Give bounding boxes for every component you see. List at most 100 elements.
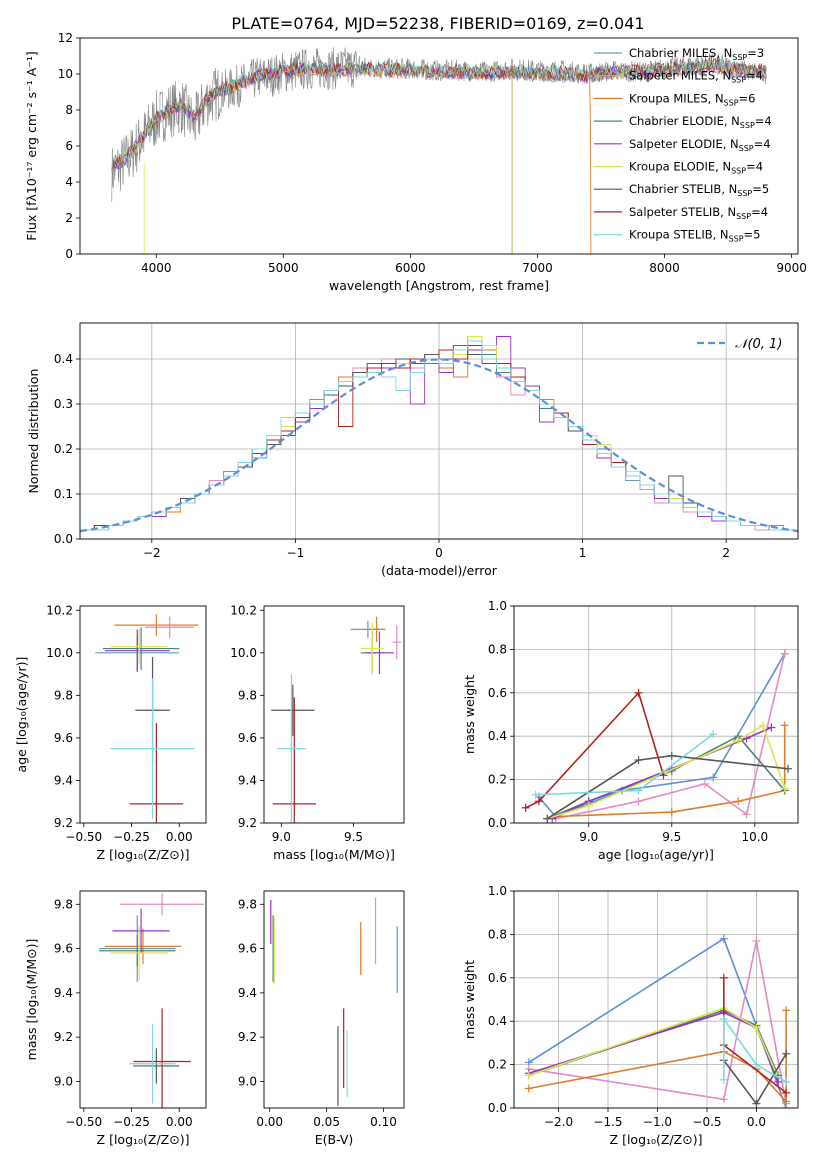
- x-tick-label: 9.0: [579, 830, 598, 844]
- plot-area: [270, 897, 398, 1106]
- y-tick-label: 0.2: [488, 773, 507, 787]
- y-tick-label: 1.0: [488, 599, 507, 613]
- x-tick-label: 7000: [522, 261, 553, 275]
- y-tick-label: 0.8: [488, 642, 507, 656]
- panel-3: −0.50 −0.25 0.00 9.2 9.4 9.6 9.8 10.0 10.2 Z [log…: [14, 603, 207, 862]
- axes-frame: [79, 605, 207, 824]
- spectrum-model-line: [111, 58, 767, 169]
- y-tick-label: 0.6: [488, 971, 507, 985]
- y-axis-label: Flux [fλ10⁻¹⁷ erg cm⁻² s⁻¹ A⁻¹]: [24, 51, 39, 240]
- panel-7: 0.00 0.05 0.10 9.0 9.2 9.4 9.6 9.8 E(B-V): [238, 890, 405, 1147]
- x-tick-label: 0: [435, 546, 443, 560]
- y-tick-label: 10: [58, 67, 73, 81]
- y-tick-label: 9.6: [238, 942, 257, 956]
- legend-tail: =4: [755, 114, 772, 128]
- y-tick-label: 9.2: [54, 1030, 73, 1044]
- legend-label: Chabrier STELIB, NSSP=5: [629, 182, 769, 198]
- y-tick-label: 0.4: [54, 352, 73, 366]
- plot-area: [524, 934, 791, 1108]
- x-tick-label: −0.50: [65, 1115, 102, 1129]
- x-tick-label: 0.05: [313, 1115, 340, 1129]
- legend-tail: =5: [752, 182, 769, 196]
- y-tick-label: 6: [65, 139, 73, 153]
- plot-area: [80, 336, 798, 539]
- mass-weight-line: [722, 1016, 787, 1083]
- axes-frame: [79, 37, 799, 255]
- x-tick-label: 0.10: [370, 1115, 397, 1129]
- y-tick-label: 0.8: [488, 927, 507, 941]
- legend-label: Salpeter ELODIE, NSSP=4: [629, 137, 771, 153]
- axes-frame: [263, 890, 405, 1109]
- x-tick-label: 2: [722, 546, 730, 560]
- x-axis-label: mass [log₁₀(M/M⊙)]: [273, 847, 395, 862]
- x-tick-label: −1: [287, 546, 305, 560]
- legend-sub: SSP: [724, 98, 739, 107]
- x-axis-label: E(B-V): [315, 1132, 354, 1147]
- histogram-legend: 𝒩(0, 1): [697, 337, 782, 352]
- axes-frame: [513, 890, 799, 1109]
- y-axis-label: mass [log₁₀(M/M⊙)]: [24, 939, 39, 1061]
- x-tick-label: −1.5: [593, 1115, 622, 1129]
- y-axis-label: mass weight: [462, 675, 477, 754]
- y-tick-label: 0.4: [488, 729, 507, 743]
- x-tick-label: 9000: [776, 261, 807, 275]
- panel-1: 4000 5000 6000 7000 8000 9000 0 2 4 6 8 10 12 wavelen…: [24, 31, 807, 293]
- x-tick-label: 9.5: [662, 830, 681, 844]
- y-tick-label: 0.6: [488, 686, 507, 700]
- y-tick-label: 9.4: [54, 986, 73, 1000]
- y-tick-label: 8: [65, 103, 73, 117]
- panel-2: −2 −1 0 1 2 0.0 0.1 0.2 0.3 0.4 (data-model)/error…: [26, 322, 799, 578]
- axes-frame: [263, 605, 405, 824]
- legend-tail: =5: [744, 228, 761, 242]
- x-axis-label: age [log₁₀(age/yr)]: [598, 847, 714, 862]
- y-axis-label: age [log₁₀(age/yr)]: [14, 657, 29, 773]
- x-tick-label: 9.5: [344, 830, 363, 844]
- x-tick-label: 5000: [268, 261, 299, 275]
- mass-weight-line: [535, 733, 714, 796]
- y-tick-label: 0: [65, 247, 73, 261]
- plot-area: [111, 47, 767, 254]
- mass-weight-line: [546, 754, 789, 820]
- x-tick-label: 0.00: [166, 830, 193, 844]
- legend-sub: SSP: [732, 53, 747, 62]
- y-tick-label: 10.0: [46, 646, 73, 660]
- x-tick-label: −0.25: [113, 1115, 150, 1129]
- legend-sub: SSP: [737, 189, 752, 198]
- x-tick-label: 0.00: [256, 1115, 283, 1129]
- legend-tail: =4: [746, 69, 763, 83]
- legend-label: 𝒩(0, 1): [735, 337, 782, 352]
- legend-tail: =4: [754, 137, 771, 151]
- mass-weight-line: [546, 724, 786, 820]
- legend-sub: SSP: [731, 76, 746, 85]
- y-tick-label: 9.0: [54, 1074, 73, 1088]
- y-tick-label: 10.0: [230, 646, 257, 660]
- legend-label: Kroupa STELIB, NSSP=5: [629, 228, 760, 244]
- x-tick-label: 8000: [649, 261, 680, 275]
- plot-area: [521, 649, 793, 823]
- figure-title: PLATE=0764, MJD=52238, FIBERID=0169, z=0…: [231, 14, 644, 33]
- y-tick-label: 9.4: [54, 773, 73, 787]
- panel-4: 9.0 9.5 9.2 9.4 9.6 9.8 10.0 10.2 mass [log₁₀(M/…: [230, 603, 405, 862]
- y-tick-label: 0.0: [488, 816, 507, 830]
- axes-frame: [79, 890, 207, 1109]
- gaussian-curve: [80, 358, 798, 533]
- y-tick-label: 9.2: [54, 816, 73, 830]
- y-tick-label: 12: [58, 31, 73, 45]
- y-tick-label: 4: [65, 175, 73, 189]
- y-tick-label: 9.0: [238, 1074, 257, 1088]
- x-tick-label: 10.0: [741, 830, 768, 844]
- y-tick-label: 9.8: [238, 688, 257, 702]
- y-tick-label: 0.4: [488, 1014, 507, 1028]
- x-tick-label: −2.0: [544, 1115, 573, 1129]
- legend-tail: =4: [751, 205, 768, 219]
- y-tick-label: 0.1: [54, 487, 73, 501]
- y-tick-label: 9.6: [54, 942, 73, 956]
- legend-label: Kroupa MILES, NSSP=6: [629, 91, 755, 107]
- x-axis-label: Z [log₁₀(Z/Z⊙)]: [97, 1132, 190, 1147]
- y-tick-label: 10.2: [230, 603, 257, 617]
- y-tick-label: 0.2: [488, 1058, 507, 1072]
- x-tick-label: −0.5: [692, 1115, 721, 1129]
- legend-tail: =3: [747, 46, 764, 60]
- panel-8: −2.0 −1.5 −1.0 −0.5 0.0 0.0 0.2 0.4 0.6 0.8 1.0 Z […: [462, 884, 799, 1147]
